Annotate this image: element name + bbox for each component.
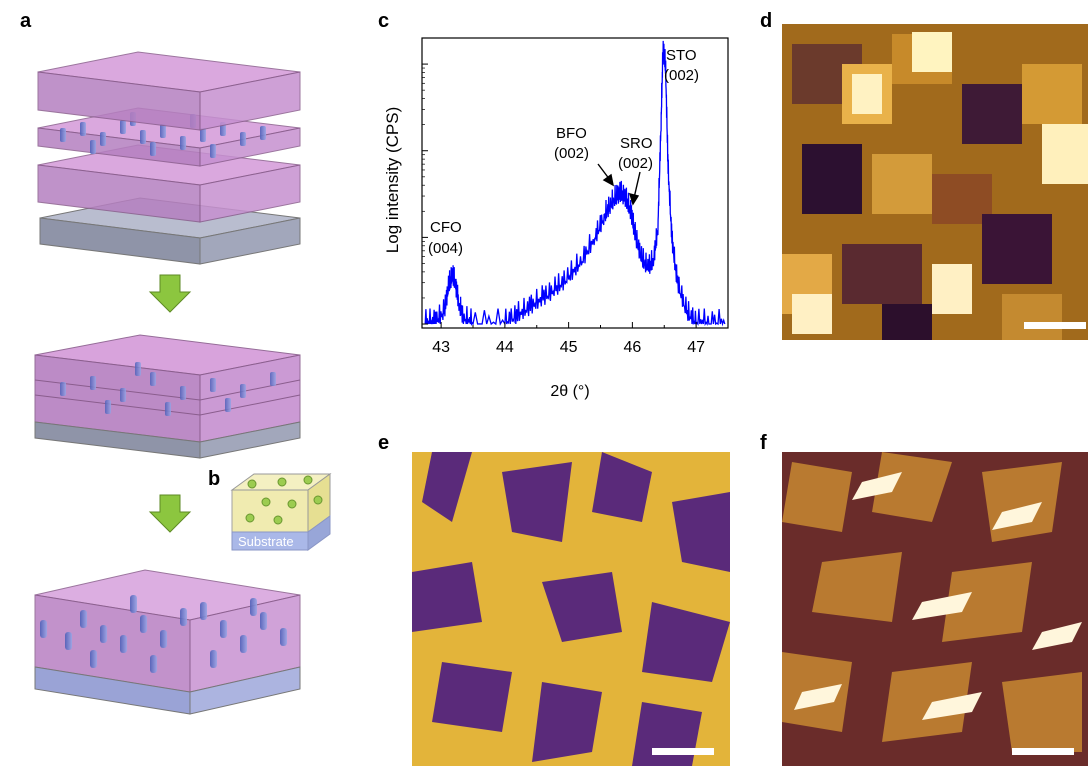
pfm-amplitude-image xyxy=(412,452,730,766)
scale-bar xyxy=(652,748,714,755)
annotation-sro: SRO (002) xyxy=(618,135,653,172)
x-tick-label: 43 xyxy=(432,339,450,356)
y-axis-label: Log intensity (CPS) xyxy=(383,107,402,253)
panel-label-f: f xyxy=(760,432,767,454)
annotation-sto: STO (002) xyxy=(664,47,699,84)
plot-border xyxy=(421,37,729,329)
schematic-a xyxy=(34,51,301,715)
plot-frame xyxy=(421,37,729,329)
x-tick-label: 44 xyxy=(496,339,514,356)
pfm-phase-image xyxy=(782,452,1088,766)
stacked-layers xyxy=(34,334,301,459)
separated-layers xyxy=(37,51,301,265)
xrd-series-line-0 xyxy=(424,40,726,327)
afm-topography-image xyxy=(782,24,1088,340)
arrow-sro-head xyxy=(628,193,640,206)
annotation-sro-name: SRO xyxy=(620,135,653,152)
substrate-label: Substrate xyxy=(238,534,294,549)
x-tick-label: 45 xyxy=(560,339,578,356)
annotation-sto-index: (002) xyxy=(664,67,699,84)
down-arrow-icon xyxy=(148,494,192,533)
panel-label-b: b xyxy=(208,468,221,490)
x-tick-label: 47 xyxy=(687,339,705,356)
scale-bar xyxy=(1024,322,1086,329)
panel-label-c: c xyxy=(378,10,390,32)
final-film xyxy=(34,569,301,715)
annotation-cfo-name: CFO xyxy=(430,219,462,236)
x-tick-label: 46 xyxy=(623,339,641,356)
annotation-sto-name: STO xyxy=(666,47,697,64)
panel-label-d: d xyxy=(760,10,773,32)
arrow-sro xyxy=(633,171,641,199)
xrd-chart: 43 44 45 46 47 Log intensity (CPS) 2θ (°) CF… xyxy=(383,37,729,400)
annotation-bfo-index: (002) xyxy=(554,145,589,162)
panel-label-e: e xyxy=(378,432,390,454)
schematic-b: Substrate xyxy=(230,470,332,554)
scale-bar xyxy=(1012,748,1074,755)
x-axis-label: 2θ (°) xyxy=(550,383,589,400)
annotation-bfo: BFO (002) xyxy=(554,125,589,162)
annotation-cfo-index: (004) xyxy=(428,240,463,257)
panel-label-a: a xyxy=(20,10,32,32)
annotation-sro-index: (002) xyxy=(618,155,653,172)
annotation-cfo: CFO (004) xyxy=(428,219,463,257)
down-arrow-icon xyxy=(148,274,192,313)
arrow-bfo-head xyxy=(602,173,614,187)
annotation-bfo-name: BFO xyxy=(556,125,587,142)
